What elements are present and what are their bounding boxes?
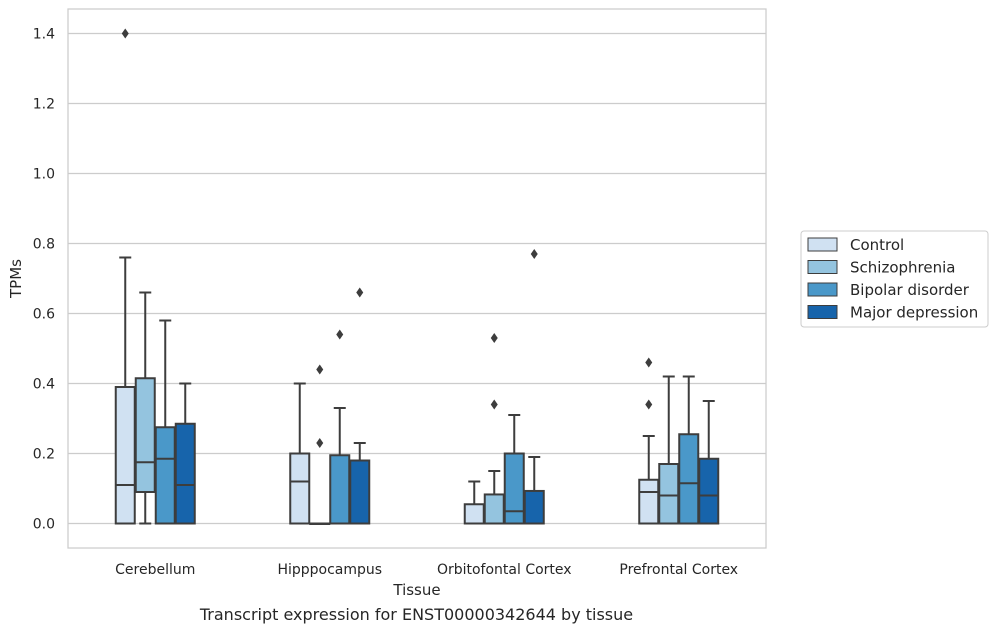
outlier-point (336, 329, 344, 340)
box (134, 377, 156, 493)
legend-label: Control (850, 236, 904, 254)
chart-caption: Transcript expression for ENST0000034264… (199, 605, 634, 624)
outlier-point (356, 287, 364, 298)
box (678, 433, 700, 525)
outlier-point (490, 399, 498, 410)
box (658, 463, 680, 525)
legend-swatch (807, 282, 838, 297)
box-group (463, 480, 485, 525)
box (349, 459, 371, 525)
outlier-point (645, 399, 653, 410)
y-tick-label: 0.6 (33, 307, 55, 323)
box (329, 454, 351, 525)
box-group (329, 329, 351, 525)
y-axis-ticks: 0.0 0.2 0.4 0.6 0.8 1.0 1.2 1.4 (33, 27, 55, 533)
x-axis-label: Tissue (392, 581, 440, 599)
box-group (154, 319, 176, 525)
outlier-point (530, 249, 538, 259)
legend-swatch (807, 305, 838, 319)
legend-frame (800, 230, 989, 328)
box-group (309, 364, 331, 525)
y-tick-label: 0.0 (33, 517, 55, 533)
legend-label: Schizophrenia (850, 259, 955, 277)
outlier-point (121, 28, 129, 39)
box-group (134, 291, 156, 525)
x-tick-label: Cerebellum (115, 562, 195, 578)
y-tick-label: 0.2 (33, 447, 55, 463)
outlier-point (316, 364, 324, 375)
box-group (289, 382, 311, 525)
legend-label: Bipolar disorder (850, 281, 970, 299)
legend-swatch (807, 260, 838, 274)
box (483, 493, 505, 525)
plot-area (114, 28, 720, 525)
box-group (658, 375, 680, 525)
y-axis-label: TPMs (7, 259, 25, 299)
outlier-point (645, 357, 653, 368)
box-group (483, 333, 505, 525)
legend: Control Schizophrenia Bipolar disorder Majo… (800, 230, 989, 328)
box-group (174, 382, 196, 525)
box (698, 457, 720, 525)
box-group (503, 414, 525, 525)
box-group (638, 357, 660, 525)
box (463, 503, 485, 525)
y-tick-label: 1.0 (33, 167, 55, 183)
x-tick-label: Orbitofontal Cortex (437, 562, 572, 578)
legend-swatch (807, 237, 838, 252)
x-axis-ticks: Cerebellum Hipppocampus Orbitofontal Corte… (115, 562, 738, 578)
box-group (523, 249, 545, 525)
box (503, 452, 525, 525)
plot-frame (67, 8, 767, 549)
box-group (349, 287, 371, 525)
box (523, 489, 545, 525)
box (289, 452, 311, 525)
y-tick-label: 1.4 (33, 27, 55, 43)
box-group (698, 400, 720, 525)
y-tick-label: 0.8 (33, 237, 55, 253)
legend-label: Major depression (850, 304, 978, 322)
box (174, 422, 196, 525)
box (154, 426, 176, 525)
x-tick-label: Hipppocampus (277, 562, 382, 578)
box (114, 386, 136, 525)
box (638, 478, 660, 525)
x-tick-label: Prefrontal Cortex (619, 562, 738, 578)
y-tick-label: 0.4 (33, 377, 55, 393)
y-tick-label: 1.2 (33, 97, 55, 113)
outlier-point (490, 333, 498, 343)
outlier-point (316, 438, 324, 448)
box-group (114, 28, 136, 525)
box-group (678, 375, 700, 525)
